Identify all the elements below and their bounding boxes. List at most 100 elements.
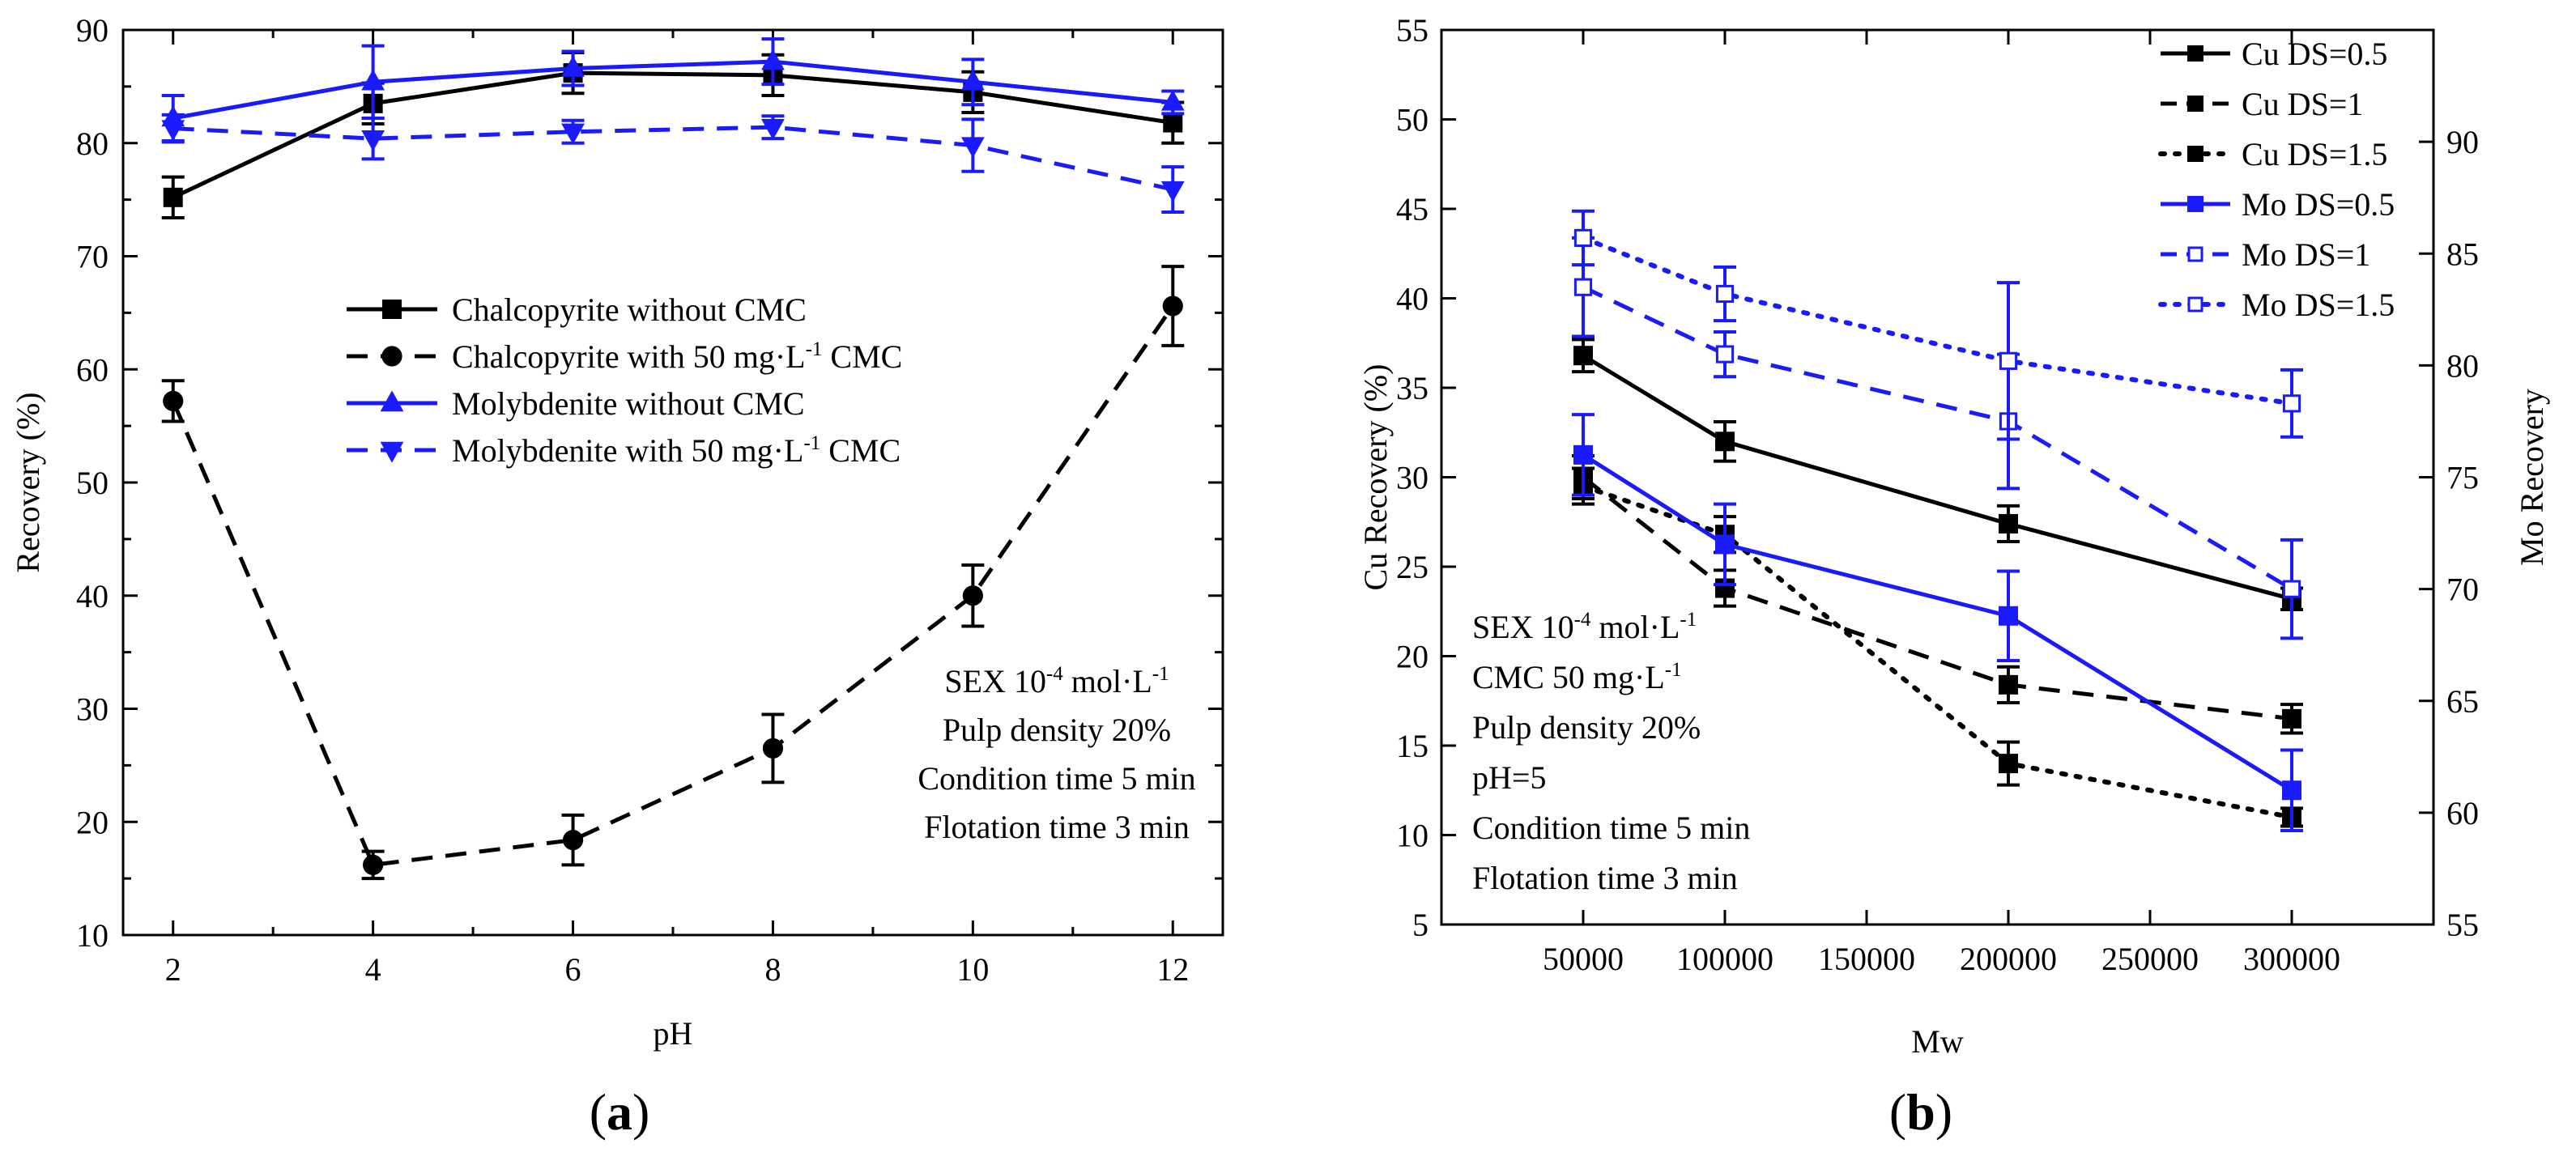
legend-label: Molybdenite without CMC [452, 385, 805, 422]
b-series-line [1581, 483, 2294, 820]
b-series-5 [1572, 209, 2303, 441]
x-tick-label: 200000 [1960, 941, 2057, 977]
a-data-point [562, 830, 584, 851]
y-tick-label: 50 [1396, 102, 1429, 138]
y-tick-label: 20 [1396, 639, 1429, 675]
x-tick-label: 10 [956, 951, 989, 988]
annotation-line-suffix: mol·L [1063, 663, 1152, 699]
a-series-1 [161, 265, 1185, 881]
legend: Chalcopyrite without CMC Chalcopyrite wit… [347, 291, 902, 469]
y-tick-label: 45 [1396, 191, 1429, 227]
b-series-line [1582, 453, 2293, 793]
b-data-point [1573, 444, 1593, 465]
b-series-line [1582, 354, 2293, 602]
legend-label: Mo DS=1.5 [2242, 287, 2395, 323]
y2-tick-label: 90 [2446, 124, 2479, 160]
a-data-point [761, 118, 785, 140]
legend-label: Mo DS=0.5 [2242, 186, 2395, 223]
y-tick-label: 40 [76, 578, 109, 614]
b-data-point [1573, 346, 1593, 366]
annotation-line: Flotation time 3 min [1472, 860, 1738, 896]
legend-marker [2187, 96, 2203, 112]
x-tick-label: 250000 [2101, 941, 2199, 977]
legend-label: Chalcopyrite with 50 mg·L-1 CMC [452, 338, 902, 375]
legend-label: Mo DS=1 [2242, 236, 2370, 273]
legend-marker [380, 390, 404, 412]
b-data-point [2282, 580, 2301, 598]
x-tick-label: 50000 [1543, 941, 1624, 977]
legend-marker [2187, 196, 2203, 212]
y2-tick-label: 55 [2446, 907, 2479, 943]
annotation-line: SEX 10-4 mol·L-1 [1472, 609, 1697, 645]
annotation-line: Flotation time 3 min [924, 809, 1190, 845]
legend-marker [2187, 246, 2203, 262]
annotation-line-prefix: SEX 10 [1472, 609, 1574, 645]
x-tick-label: 100000 [1676, 941, 1773, 977]
b-data-point [1999, 754, 2018, 774]
annotation-line-suffix: mol·L [1590, 609, 1680, 645]
panel-b-label: (b) [1889, 1083, 1952, 1141]
b-data-point [1999, 351, 2018, 370]
x-tick-label: 6 [565, 951, 581, 988]
y2-tick-label: 80 [2446, 347, 2479, 384]
b-data-point [2282, 394, 2301, 413]
y-tick-label: 55 [1396, 12, 1429, 49]
y-tick-label: 15 [1396, 728, 1429, 764]
legend-label: Molybdenite with 50 mg·L-1 CMC [452, 432, 901, 469]
legend-label-text: Molybdenite without CMC [452, 385, 805, 422]
y-tick-label: 60 [76, 351, 109, 388]
legend-label-sup: -1 [806, 338, 823, 360]
annotation-line-sup2: -1 [1152, 663, 1169, 685]
a-data-point [361, 130, 385, 151]
b-series-0 [1572, 338, 2303, 612]
b-data-point [1715, 431, 1735, 452]
a-data-point [1160, 89, 1185, 111]
annotation-line: pH=5 [1472, 759, 1546, 796]
a-data-point [361, 69, 385, 91]
a-data-point [1162, 295, 1183, 317]
annotation-line-sup: -4 [1574, 609, 1591, 631]
y2-tick-label: 85 [2446, 236, 2479, 272]
a-data-point [761, 49, 785, 70]
annotation-line: Condition time 5 min [918, 760, 1195, 797]
annotation-line-prefix: Condition time 5 min [1472, 810, 1750, 846]
b-data-point [1715, 534, 1735, 555]
y-axis-label: Cu Recovery (%) [1357, 364, 1394, 591]
annotation-line: Condition time 5 min [1472, 810, 1750, 846]
b-series-line [1581, 235, 2294, 406]
y-tick-label: 5 [1412, 907, 1429, 943]
annotation-line-sup2: -1 [1680, 609, 1697, 631]
a-data-point [960, 137, 985, 159]
x-axis-label: pH [654, 1015, 693, 1052]
a-series-line [172, 70, 1173, 200]
y-tick-label: 80 [76, 125, 109, 162]
y-tick-label: 70 [76, 239, 109, 275]
x-tick-label: 2 [165, 951, 181, 988]
a-data-point [161, 120, 185, 142]
x-tick-label: 150000 [1818, 941, 1915, 977]
x-tick-label: 8 [764, 951, 781, 988]
y2-axis-label: Mo Recovery [2514, 389, 2550, 566]
legend-label: Cu DS=1.5 [2242, 136, 2387, 172]
b-series-3 [1572, 413, 2303, 832]
panel-a-label: (a) [590, 1083, 650, 1141]
y2-tick-label: 75 [2446, 460, 2479, 496]
x-axis-label: Mw [1911, 1023, 1964, 1060]
b-series-line [1582, 285, 2293, 591]
a-series-line [172, 125, 1173, 192]
b-data-point [2282, 708, 2301, 729]
y-tick-label: 40 [1396, 281, 1429, 317]
b-data-point [2282, 780, 2301, 801]
annotation-line-sup: -1 [1665, 659, 1682, 681]
b-series-2 [1572, 466, 2303, 828]
legend-label-sup: -1 [803, 432, 820, 454]
y-tick-label: 25 [1396, 549, 1429, 585]
b-data-point [1715, 345, 1735, 363]
a-data-point [962, 585, 983, 606]
a-data-point [1160, 181, 1185, 202]
a-data-point [163, 390, 184, 411]
annotation-line: Pulp density 20% [1472, 709, 1701, 746]
legend-label-suffix: CMC [820, 432, 901, 469]
